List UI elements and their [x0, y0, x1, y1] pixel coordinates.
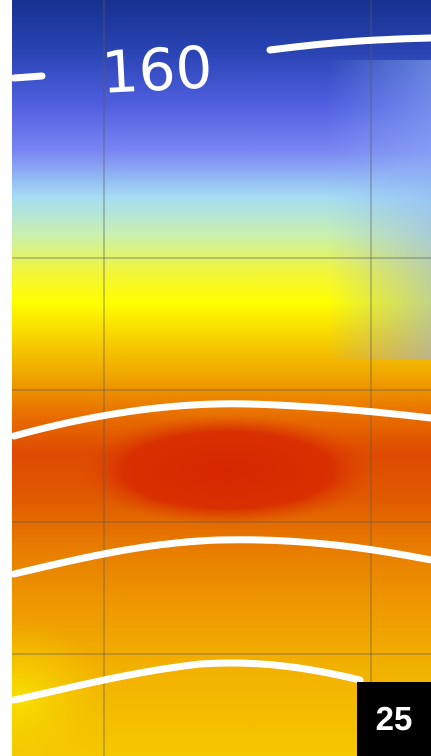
page-number-badge: 25 — [357, 682, 431, 756]
grid — [12, 0, 431, 756]
left-margin — [0, 0, 12, 756]
contour-line-160 — [266, 34, 431, 54]
contour-label: 160 — [100, 33, 214, 107]
colour-field-right-shading — [200, 60, 431, 360]
contour-line — [10, 536, 431, 578]
contour-line-160 — [10, 72, 46, 82]
contour-line — [10, 659, 364, 704]
maximum-region — [78, 415, 378, 525]
contour-line — [10, 400, 431, 440]
contour-lines — [10, 34, 431, 704]
